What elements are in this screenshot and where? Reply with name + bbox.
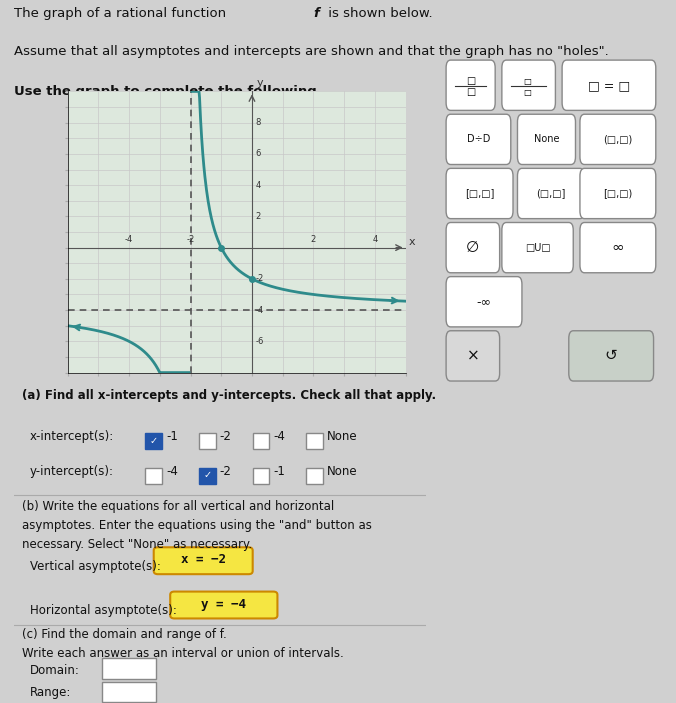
FancyBboxPatch shape <box>446 60 495 110</box>
Text: ∅: ∅ <box>466 240 479 255</box>
Text: (a) Find all x-intercepts and y-intercepts. Check all that apply.: (a) Find all x-intercepts and y-intercep… <box>22 389 436 402</box>
FancyBboxPatch shape <box>253 433 269 449</box>
FancyBboxPatch shape <box>102 658 155 678</box>
FancyBboxPatch shape <box>253 468 269 484</box>
Text: 2: 2 <box>256 212 261 221</box>
FancyBboxPatch shape <box>562 60 656 110</box>
Text: asymptotes. Enter the equations using the "and" button as: asymptotes. Enter the equations using th… <box>22 519 372 531</box>
Text: Range:: Range: <box>30 686 72 699</box>
Text: y = −4: y = −4 <box>201 598 246 611</box>
FancyBboxPatch shape <box>446 330 500 381</box>
Text: ↺: ↺ <box>605 349 618 363</box>
Text: Assume that all asymptotes and intercepts are shown and that the graph has no "h: Assume that all asymptotes and intercept… <box>14 45 608 58</box>
Text: (b) Write the equations for all vertical and horizontal: (b) Write the equations for all vertical… <box>22 500 334 512</box>
Text: Use the graph to complete the following.: Use the graph to complete the following. <box>14 84 321 98</box>
Text: -2: -2 <box>256 274 264 283</box>
FancyBboxPatch shape <box>306 468 322 484</box>
Text: -2: -2 <box>187 236 195 245</box>
FancyBboxPatch shape <box>518 169 584 219</box>
Text: None: None <box>327 465 358 478</box>
Text: □: □ <box>466 86 475 97</box>
FancyBboxPatch shape <box>145 433 162 449</box>
FancyBboxPatch shape <box>306 433 322 449</box>
FancyBboxPatch shape <box>199 468 216 484</box>
Text: Write each answer as an interval or union of intervals.: Write each answer as an interval or unio… <box>22 647 343 660</box>
Text: (c) Find the domain and range of f.: (c) Find the domain and range of f. <box>22 628 226 641</box>
Text: 8: 8 <box>256 118 261 127</box>
Text: □: □ <box>524 77 531 86</box>
Text: □ = □: □ = □ <box>588 79 630 91</box>
FancyBboxPatch shape <box>569 330 654 381</box>
Text: is shown below.: is shown below. <box>324 7 433 20</box>
Text: -2: -2 <box>220 465 232 478</box>
Text: ✓: ✓ <box>149 436 158 446</box>
Text: Domain:: Domain: <box>30 664 80 677</box>
Text: f: f <box>314 7 319 20</box>
Text: 2: 2 <box>311 236 316 245</box>
Text: Horizontal asymptote(s):: Horizontal asymptote(s): <box>30 604 177 617</box>
Text: (□,□): (□,□) <box>603 134 633 144</box>
Text: y: y <box>257 78 263 89</box>
Text: [□,□): [□,□) <box>603 188 633 198</box>
Text: necessary. Select "None" as necessary.: necessary. Select "None" as necessary. <box>22 538 252 550</box>
FancyBboxPatch shape <box>102 682 155 702</box>
FancyBboxPatch shape <box>446 276 522 327</box>
FancyBboxPatch shape <box>446 169 513 219</box>
Text: -4: -4 <box>125 236 133 245</box>
Text: 6: 6 <box>256 149 261 158</box>
Text: y-intercept(s):: y-intercept(s): <box>30 465 114 478</box>
FancyBboxPatch shape <box>580 169 656 219</box>
Text: -1: -1 <box>166 430 178 443</box>
Text: -6: -6 <box>256 337 264 346</box>
FancyBboxPatch shape <box>502 222 573 273</box>
FancyBboxPatch shape <box>199 433 216 449</box>
Text: x: x <box>409 238 415 247</box>
FancyBboxPatch shape <box>518 114 575 165</box>
Text: 4: 4 <box>256 181 261 190</box>
Text: 4: 4 <box>372 236 377 245</box>
FancyBboxPatch shape <box>580 114 656 165</box>
Text: □U□: □U□ <box>525 243 550 252</box>
Text: x = −2: x = −2 <box>180 553 226 567</box>
Text: -1: -1 <box>273 465 285 478</box>
FancyBboxPatch shape <box>446 222 500 273</box>
FancyBboxPatch shape <box>145 468 162 484</box>
Text: □: □ <box>524 88 531 97</box>
Text: -4: -4 <box>256 306 264 315</box>
Text: None: None <box>534 134 559 144</box>
Text: -4: -4 <box>166 465 178 478</box>
Text: -∞: -∞ <box>477 295 491 308</box>
Text: ×: × <box>466 349 479 363</box>
Text: □: □ <box>466 77 475 86</box>
FancyBboxPatch shape <box>580 222 656 273</box>
Text: The graph of a rational function: The graph of a rational function <box>14 7 230 20</box>
FancyBboxPatch shape <box>170 591 277 619</box>
Text: Vertical asymptote(s):: Vertical asymptote(s): <box>30 560 161 573</box>
Text: D÷D: D÷D <box>466 134 490 144</box>
FancyBboxPatch shape <box>446 114 511 165</box>
Text: [□,□]: [□,□] <box>465 188 494 198</box>
FancyBboxPatch shape <box>153 547 253 574</box>
FancyBboxPatch shape <box>502 60 556 110</box>
Text: x-intercept(s):: x-intercept(s): <box>30 430 114 443</box>
Text: -2: -2 <box>220 430 232 443</box>
Text: -4: -4 <box>273 430 285 443</box>
Text: ✓: ✓ <box>203 470 212 480</box>
Text: None: None <box>327 430 358 443</box>
Text: (□,□]: (□,□] <box>536 188 566 198</box>
Text: ∞: ∞ <box>612 240 624 255</box>
